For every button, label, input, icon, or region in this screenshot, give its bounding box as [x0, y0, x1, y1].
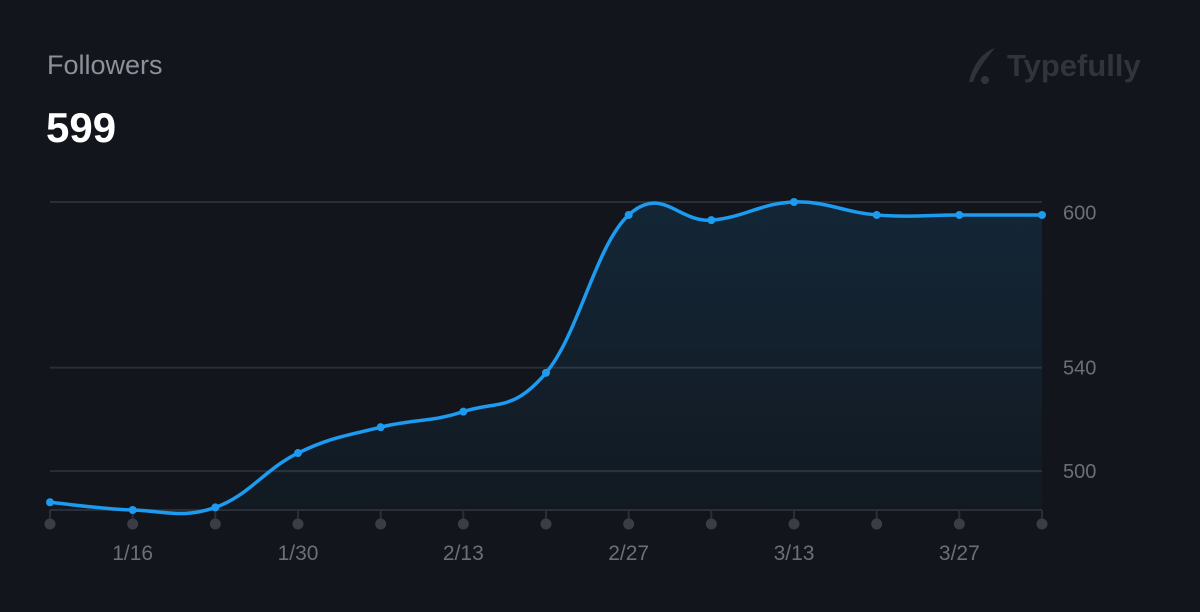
x-tick-dot — [375, 518, 387, 530]
data-point — [46, 498, 54, 507]
data-point — [376, 423, 385, 432]
x-tick-label: 2/13 — [443, 542, 484, 565]
area-fill — [50, 201, 1042, 514]
x-tick-dot — [292, 518, 304, 530]
x-tick-label: 3/13 — [774, 542, 815, 565]
x-tick-label: 2/27 — [608, 542, 649, 565]
data-point — [1038, 210, 1046, 219]
x-tick-dot — [953, 518, 965, 530]
x-tick-dot — [623, 518, 635, 530]
data-point — [872, 210, 881, 219]
data-point — [459, 407, 468, 416]
x-tick-label: 1/16 — [112, 542, 153, 565]
data-point — [707, 216, 716, 225]
feather-icon — [969, 48, 995, 84]
brand-name: Typefully — [1007, 48, 1141, 83]
y-tick-label: 540 — [1063, 358, 1096, 380]
x-tick-dot — [209, 518, 221, 530]
data-point — [211, 503, 220, 512]
x-tick-dot — [540, 518, 552, 530]
data-point — [542, 368, 550, 377]
x-tick-dot — [1036, 518, 1048, 530]
x-tick-dot — [457, 518, 469, 530]
brand-logo: Typefully — [965, 46, 1141, 86]
data-point — [790, 198, 798, 206]
x-tick-dot — [871, 518, 883, 530]
x-tick-label: 3/27 — [939, 542, 980, 565]
x-tick-label: 1/30 — [278, 542, 319, 565]
x-tick-dot — [788, 518, 800, 530]
metric-title: Followers — [47, 50, 163, 80]
y-tick-label: 600 — [1063, 202, 1096, 224]
y-tick-label: 500 — [1063, 461, 1096, 483]
data-point — [955, 210, 964, 219]
x-tick-dot — [44, 518, 56, 530]
metric-value: 599 — [46, 104, 117, 151]
data-point — [624, 210, 633, 219]
x-tick-dot — [127, 518, 139, 530]
data-point — [294, 449, 302, 458]
x-tick-dot — [705, 518, 717, 530]
data-point — [128, 506, 137, 514]
